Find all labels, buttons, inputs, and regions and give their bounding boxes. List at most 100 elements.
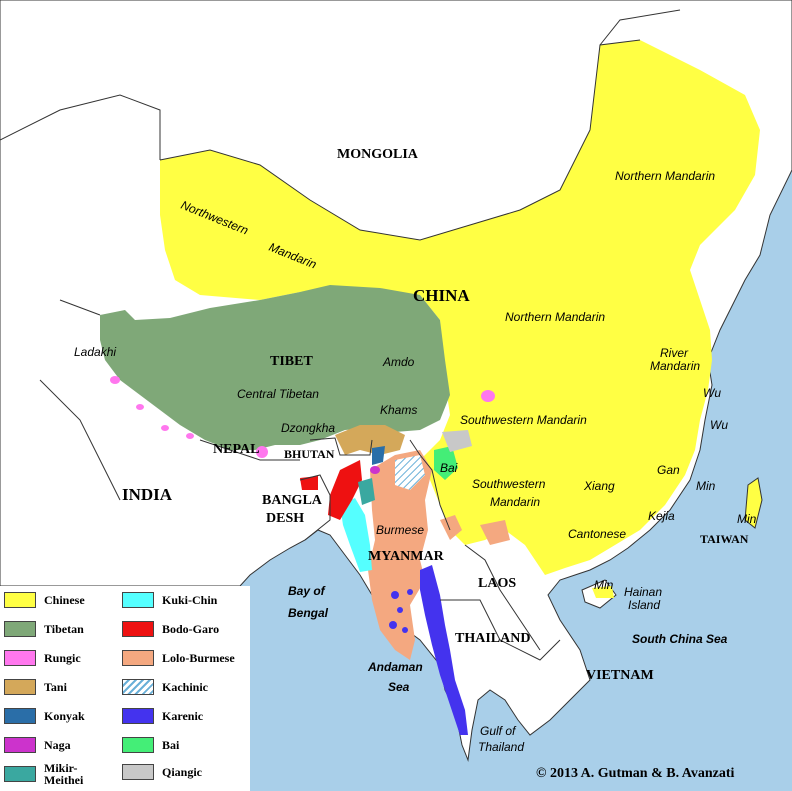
legend-item-mikir-meithei: Mikir- Meithei	[4, 761, 83, 787]
legend-swatch	[4, 592, 36, 608]
bodo-garo-area-2	[300, 476, 318, 490]
legend-item-naga: Naga	[4, 736, 71, 754]
label-island: Island	[628, 598, 660, 612]
legend-item-lolo-burmese: Lolo-Burmese	[122, 649, 235, 667]
legend-swatch	[4, 737, 36, 753]
legend-label: Konyak	[44, 709, 85, 723]
legend-swatch	[122, 592, 154, 608]
legend-label: Kuki-Chin	[162, 593, 218, 607]
taiwan-island	[744, 477, 763, 529]
legend-swatch	[4, 621, 36, 637]
label-bangla: BANGLA	[262, 493, 323, 508]
label-bhutan: BHUTAN	[284, 447, 335, 461]
legend-item-bai: Bai	[122, 736, 179, 754]
label-khams: Khams	[380, 403, 417, 417]
label-min-3: Min	[594, 578, 614, 592]
karenic-area	[420, 565, 468, 735]
label-southwestern-2: Southwestern	[472, 477, 546, 491]
legend-label: Qiangic	[162, 765, 203, 779]
country-borders	[0, 9, 681, 661]
qiangic-area	[442, 430, 472, 452]
hainan-min	[592, 586, 614, 598]
label-northern-mandarin-ne: Northern Mandarin	[615, 169, 715, 183]
label-dzongkha: Dzongkha	[281, 421, 335, 435]
label-amdo: Amdo	[382, 355, 415, 369]
label-gan: Gan	[657, 463, 680, 477]
legend-item-konyak: Konyak	[4, 707, 85, 725]
label-min-1: Min	[696, 479, 716, 493]
label-china: CHINA	[413, 286, 470, 305]
label-laos: LAOS	[478, 576, 516, 591]
legend-label: Naga	[44, 738, 71, 752]
legend-item-chinese: Chinese	[4, 591, 85, 609]
label-ladakhi: Ladakhi	[74, 345, 116, 359]
legend-label: Bodo-Garo	[162, 622, 220, 636]
copyright-notice: © 2013 A. Gutman & B. Avanzati	[536, 766, 735, 781]
label-gulf-of: Gulf of	[480, 724, 517, 738]
legend-label: Karenic	[162, 709, 204, 723]
legend-swatch	[122, 764, 154, 780]
legend-label: Tani	[44, 680, 67, 694]
legend: Chinese Tibetan Rungic Tani Konyak Naga …	[0, 586, 250, 791]
label-river: River	[660, 346, 689, 360]
legend-label: Chinese	[44, 593, 85, 607]
label-wu-2: Wu	[710, 418, 728, 432]
label-vietnam: VIETNAM	[586, 668, 654, 683]
label-nepal: NEPAL	[213, 442, 259, 457]
label-thailand: THAILAND	[455, 631, 530, 646]
naga-area	[370, 466, 380, 474]
legend-label: Rungic	[44, 651, 81, 665]
label-hainan: Hainan	[624, 585, 662, 599]
legend-swatch	[4, 679, 36, 695]
lolo-burmese-patch-2	[480, 520, 510, 545]
legend-item-kuki-chin: Kuki-Chin	[122, 591, 217, 609]
kuki-chin-area	[340, 498, 372, 572]
karenic-dots	[389, 589, 413, 633]
label-mandarin-river: Mandarin	[650, 359, 700, 373]
label-south-china-sea: South China Sea	[632, 632, 728, 646]
label-bay-of: Bay of	[288, 584, 326, 598]
label-central-tibetan: Central Tibetan	[237, 387, 319, 401]
legend-item-tani: Tani	[4, 678, 67, 696]
legend-item-kachinic: Kachinic	[122, 678, 208, 696]
label-tibet: TIBET	[270, 354, 313, 369]
mikir-meithei-area	[358, 478, 375, 505]
legend-label: Lolo-Burmese	[162, 651, 235, 665]
label-sea: Sea	[388, 680, 410, 694]
legend-swatch	[122, 650, 154, 666]
label-burmese: Burmese	[376, 523, 424, 537]
rungic-areas	[110, 376, 495, 458]
label-bengal: Bengal	[288, 606, 329, 620]
konyak-area	[372, 446, 385, 465]
legend-item-bodo-garo: Bodo-Garo	[122, 620, 219, 638]
label-southwestern-mandarin-1: Southwestern Mandarin	[460, 413, 587, 427]
lolo-burmese-area	[368, 450, 432, 660]
label-xiang: Xiang	[583, 479, 615, 493]
legend-item-tibetan: Tibetan	[4, 620, 84, 638]
tani-area	[335, 425, 405, 455]
lolo-burmese-patch-1	[440, 515, 462, 540]
bodo-garo-area-1	[328, 460, 362, 520]
legend-swatch	[122, 737, 154, 753]
label-cantonese: Cantonese	[568, 527, 626, 541]
legend-swatch	[122, 679, 154, 695]
legend-swatch	[4, 766, 36, 782]
legend-swatch	[122, 708, 154, 724]
legend-label: Mikir- Meithei	[44, 762, 83, 786]
label-mongolia: MONGOLIA	[337, 147, 419, 162]
tibetan-area	[100, 285, 450, 450]
label-kejia: Kejia	[648, 509, 675, 523]
label-bai: Bai	[440, 461, 458, 475]
label-india: INDIA	[122, 485, 173, 504]
label-andaman: Andaman	[367, 660, 423, 674]
bai-area	[434, 446, 458, 480]
label-northern-mandarin-c: Northern Mandarin	[505, 310, 605, 324]
label-desh: DESH	[266, 511, 304, 526]
kachinic-area	[395, 455, 425, 490]
legend-swatch	[4, 708, 36, 724]
legend-swatch	[122, 621, 154, 637]
legend-label-line-1: Mikir-	[44, 761, 78, 775]
label-wu-1: Wu	[703, 386, 721, 400]
